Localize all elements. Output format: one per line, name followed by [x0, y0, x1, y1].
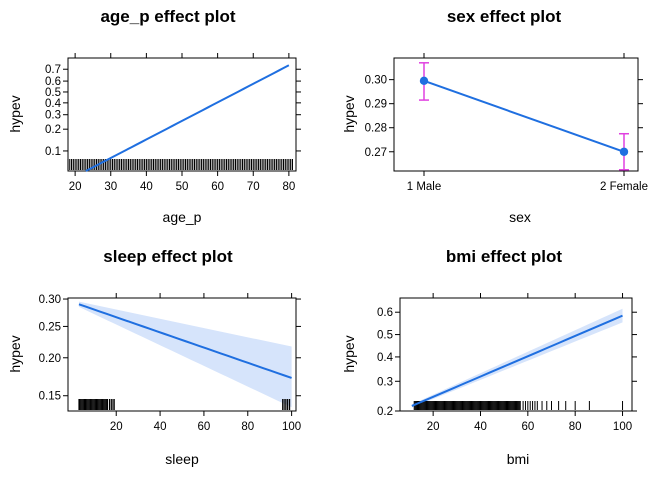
x-axis-label: age_p	[163, 209, 202, 225]
x-tick-label: 30	[104, 181, 117, 193]
y-tick-label: 0.3	[377, 376, 393, 388]
rug	[78, 399, 291, 410]
x-axis-label: sex	[509, 209, 531, 225]
x-tick-label: 80	[569, 421, 582, 433]
x-tick-label: 80	[241, 421, 254, 433]
x-tick-label: 60	[521, 421, 534, 433]
fit-line	[85, 64, 290, 172]
x-tick-label: 20	[69, 181, 82, 193]
y-tick-label: 0.20	[39, 353, 61, 365]
x-tick-label: 40	[154, 421, 167, 433]
panel-title: sleep effect plot	[103, 247, 233, 266]
y-axis-label: hypev	[341, 335, 357, 372]
y-tick-label: 0.6	[45, 76, 61, 88]
y-tick-label: 0.5	[45, 87, 61, 99]
rug	[67, 159, 293, 170]
x-tick-label: 100	[282, 421, 301, 433]
y-axis-label: hypev	[7, 335, 23, 372]
x-tick-label: 20	[110, 421, 123, 433]
x-tick-label: 100	[613, 421, 632, 433]
fit-line	[411, 314, 623, 407]
y-tick-label: 0.2	[377, 406, 393, 418]
y-axis-label: hypev	[341, 95, 357, 132]
x-tick-label: 1 Male	[407, 181, 442, 193]
y-tick-label: 0.6	[377, 307, 393, 319]
confidence-band	[78, 301, 292, 408]
plot-frame	[67, 297, 297, 412]
y-tick-label: 0.30	[365, 75, 387, 87]
y-tick-label: 0.4	[377, 352, 394, 364]
rug	[413, 401, 624, 410]
x-axis-label: sleep	[165, 451, 199, 467]
plot-frame	[393, 57, 639, 172]
panel-sleep: sleep effect plot 20 40 60 80 100 0.15 0.20 0.2…	[7, 247, 301, 467]
x-tick-label: 80	[282, 181, 295, 193]
plot-frame	[67, 57, 297, 172]
effect-line	[423, 79, 625, 153]
data-point	[619, 147, 629, 156]
panel-title: sex effect plot	[447, 7, 562, 26]
x-tick-label: 40	[140, 181, 153, 193]
x-tick-label: 60	[198, 421, 211, 433]
y-tick-label: 0.27	[365, 147, 387, 159]
panel-age-p: age_p effect plot 20 30 40 50 60 70 80 0.1 0.2 0.…	[7, 7, 301, 225]
y-tick-label: 0.7	[45, 64, 61, 76]
y-tick-label: 0.25	[39, 321, 61, 333]
x-tick-label: 50	[176, 181, 189, 193]
y-tick-label: 0.4	[45, 98, 62, 110]
data-point	[419, 76, 429, 86]
y-tick-label: 0.2	[45, 124, 61, 136]
y-tick-label: 0.5	[377, 330, 393, 342]
plot-frame	[399, 297, 633, 412]
y-tick-label: 0.29	[365, 99, 387, 111]
y-tick-label: 0.30	[39, 294, 61, 306]
x-tick-label: 60	[211, 181, 224, 193]
x-tick-label: 40	[474, 421, 487, 433]
panel-bmi: bmi effect plot 20 40 60 80 100 0.2 0.3 0.4 0.5 0…	[341, 247, 637, 467]
x-tick-label: 2 Female	[600, 181, 648, 193]
panel-title: bmi effect plot	[446, 247, 563, 266]
y-tick-label: 0.3	[45, 110, 61, 122]
panel-title: age_p effect plot	[100, 7, 235, 26]
x-tick-label: 20	[427, 421, 440, 433]
y-tick-label: 0.15	[39, 391, 61, 403]
fit-line	[78, 303, 292, 379]
panel-sex: sex effect plot 1 Male 2 Female 0.27 0.28 0.…	[341, 7, 648, 225]
x-axis-label: bmi	[507, 451, 530, 467]
y-tick-label: 0.1	[45, 146, 61, 158]
y-axis-label: hypev	[7, 95, 23, 132]
x-tick-label: 70	[247, 181, 260, 193]
y-tick-label: 0.28	[365, 123, 387, 135]
